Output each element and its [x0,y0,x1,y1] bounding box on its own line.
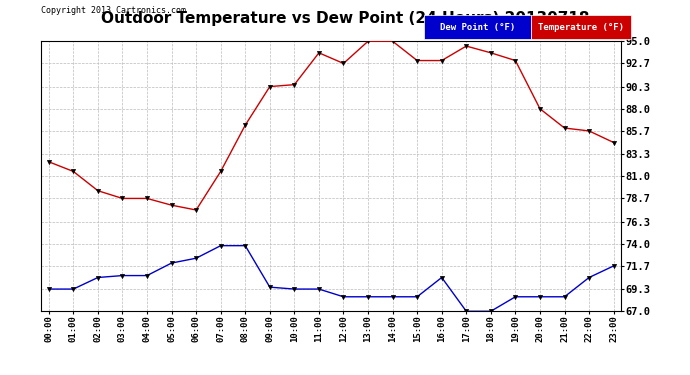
Text: Temperature (°F): Temperature (°F) [538,22,624,32]
Text: Copyright 2013 Cartronics.com: Copyright 2013 Cartronics.com [41,6,186,15]
Text: Dew Point (°F): Dew Point (°F) [440,22,515,32]
Text: Outdoor Temperature vs Dew Point (24 Hours) 20130718: Outdoor Temperature vs Dew Point (24 Hou… [101,11,589,26]
